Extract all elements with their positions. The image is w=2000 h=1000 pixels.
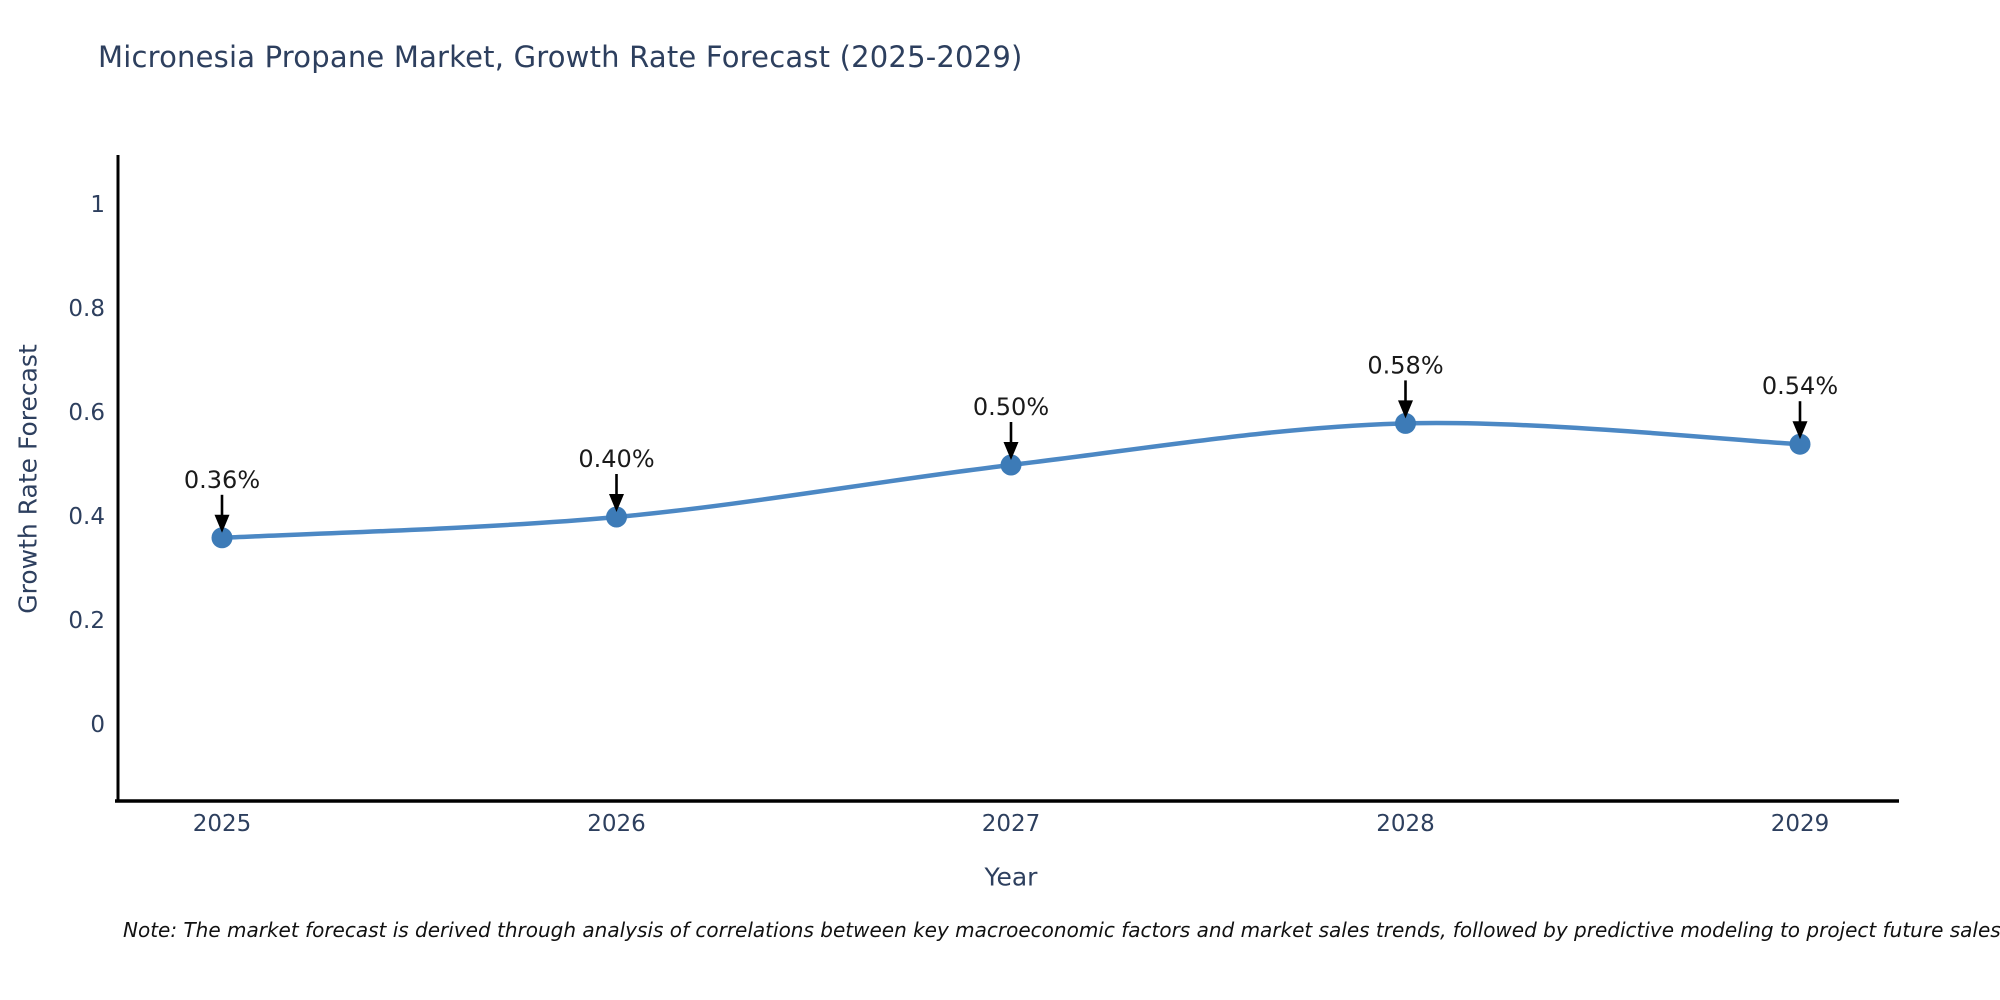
x-axis-title: Year xyxy=(984,863,1039,892)
x-tick-label: 2025 xyxy=(193,811,252,837)
x-tick-label: 2027 xyxy=(982,811,1041,837)
y-tick-label: 0.2 xyxy=(68,608,105,634)
annotation-arrowhead xyxy=(1003,442,1019,460)
y-tick-label: 0.6 xyxy=(68,400,105,426)
annotation-label: 0.50% xyxy=(973,393,1049,421)
y-tick-label: 0 xyxy=(90,712,105,738)
data-point-2028 xyxy=(1395,412,1416,434)
y-tick-label: 0.4 xyxy=(68,504,105,530)
annotation-label: 0.58% xyxy=(1367,351,1443,379)
annotation-arrowhead xyxy=(609,494,624,512)
annotation-label: 0.40% xyxy=(578,445,654,473)
data-point-2027 xyxy=(1000,454,1022,476)
annotation-arrowhead xyxy=(214,514,230,533)
y-tick-label: 1 xyxy=(90,192,105,218)
data-point-2025 xyxy=(211,527,233,549)
footnote: Note: The market forecast is derived thr… xyxy=(123,918,2000,942)
x-tick-label: 2026 xyxy=(587,811,646,837)
annotation-arrowhead xyxy=(1398,400,1413,419)
annotation-label: 0.36% xyxy=(184,466,260,494)
x-tick-label: 2029 xyxy=(1771,811,1830,837)
y-axis-title: Growth Rate Forecast xyxy=(14,344,43,614)
annotation-label: 0.54% xyxy=(1762,372,1838,400)
y-tick-label: 0.8 xyxy=(68,296,105,322)
x-tick-label: 2028 xyxy=(1376,811,1435,837)
data-point-2029 xyxy=(1789,433,1811,455)
data-point-2026 xyxy=(606,506,627,528)
annotation-arrowhead xyxy=(1792,421,1808,440)
chart-title: Micronesia Propane Market, Growth Rate F… xyxy=(98,40,1023,74)
